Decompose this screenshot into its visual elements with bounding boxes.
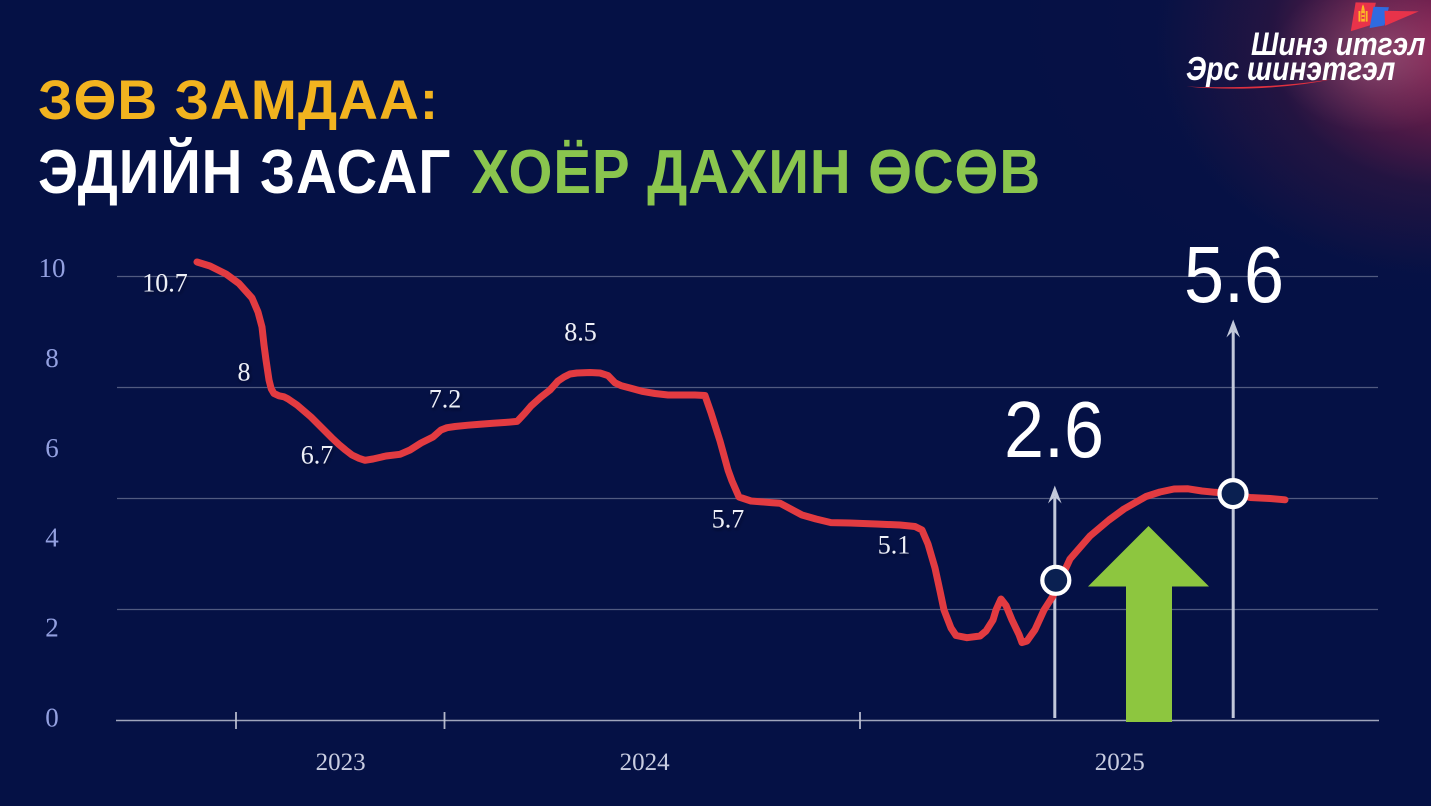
svg-text:8: 8	[238, 358, 251, 387]
svg-text:2024: 2024	[620, 749, 671, 776]
svg-text:6.7: 6.7	[301, 441, 334, 470]
svg-text:8.5: 8.5	[564, 318, 597, 347]
svg-text:6: 6	[45, 433, 59, 463]
svg-text:10: 10	[39, 253, 66, 283]
svg-text:2025: 2025	[1095, 749, 1145, 776]
svg-text:5.7: 5.7	[712, 505, 745, 534]
svg-text:8: 8	[45, 343, 59, 373]
svg-text:2023: 2023	[316, 749, 366, 776]
svg-text:7.2: 7.2	[429, 385, 462, 414]
svg-text:5.1: 5.1	[878, 531, 911, 560]
svg-text:4: 4	[45, 523, 59, 553]
svg-text:2: 2	[45, 613, 59, 643]
svg-text:0: 0	[45, 703, 59, 733]
svg-text:10.7: 10.7	[142, 269, 188, 298]
